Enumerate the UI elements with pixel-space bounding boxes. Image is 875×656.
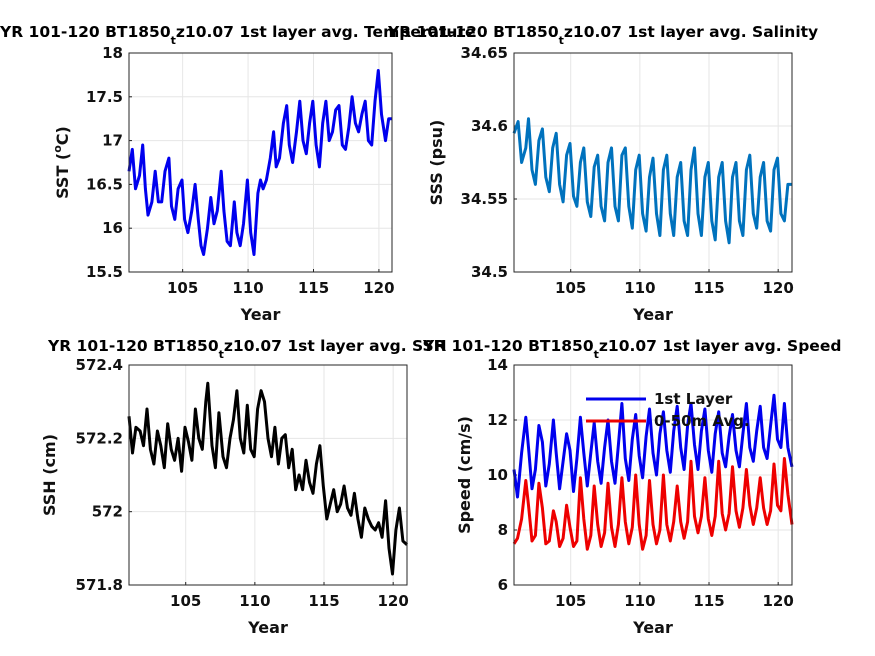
chart-panel-2: 105 110 115 120 34.5 34.55 34.6 34.65 Year SSS (p…: [387, 23, 818, 324]
x-tick-label: 105: [555, 592, 586, 610]
y-tick-label: 12: [487, 411, 508, 429]
series-line-1: [512, 393, 794, 499]
y-tick-label: 16: [102, 219, 123, 237]
y-tick-label: 572.2: [76, 429, 123, 447]
y-tick-label: 17.5: [86, 88, 123, 106]
y-tick-label: 34.65: [461, 44, 508, 62]
axes-box: [513, 52, 793, 273]
legend-label-2: 0-50m Avg.: [654, 412, 750, 430]
y-tick-label: 6: [498, 576, 508, 594]
y-tick-label: 34.5: [471, 263, 508, 281]
y-tick-label: 8: [498, 521, 508, 539]
y-tick-label: 572.4: [76, 356, 123, 374]
y-tick-label: 15.5: [86, 263, 123, 281]
series-line-1: [127, 69, 392, 256]
y-axis-label: SSH (cm): [40, 434, 59, 516]
plot-area: [129, 53, 392, 272]
x-tick-label: 110: [239, 592, 270, 610]
series-line-1: [127, 381, 409, 576]
y-tick-label: 16.5: [86, 175, 123, 193]
x-tick-label: 110: [232, 279, 263, 297]
axes-box: [128, 52, 393, 273]
y-tick-label: 17: [102, 132, 123, 150]
x-tick-label: 105: [555, 279, 586, 297]
x-tick-label: 115: [693, 592, 724, 610]
axes-box: [513, 364, 793, 586]
x-tick-label: 105: [170, 592, 201, 610]
y-tick-label: 14: [487, 356, 508, 374]
y-tick-label: 34.6: [471, 117, 508, 135]
chart-panel-4: 105 110 115 120 6 8 10 12 14 Year Speed (cm/s) YR 1…: [422, 337, 841, 637]
chart-title: YR 101-120 BT1850tz10.07 1st layer avg. …: [422, 337, 841, 361]
x-axis-label: Year: [632, 305, 673, 324]
series-line-1: [512, 117, 792, 245]
y-tick-label: 571.8: [76, 576, 123, 594]
x-tick-label: 115: [298, 279, 329, 297]
chart-panel-1: 105 110 115 120 15.5 16 16.5 17 17.5 18 Year SST (o…: [0, 23, 476, 324]
y-tick-label: 10: [487, 466, 508, 484]
y-axis-label: SST (oC): [51, 126, 72, 199]
chart-title: YR 101-120 BT1850tz10.07 1st layer avg. …: [0, 23, 476, 47]
x-tick-label: 105: [167, 279, 198, 297]
y-tick-label: 18: [102, 44, 123, 62]
axes-box: [128, 364, 408, 586]
x-axis-label: Year: [240, 305, 281, 324]
chart-panel-3: 105 110 115 120 571.8 572 572.2 572.4 Year SSH (c…: [40, 337, 447, 637]
plot-area: [129, 365, 407, 585]
y-tick-label: 572: [92, 503, 123, 521]
legend-label-1: 1st Layer: [654, 390, 733, 408]
x-tick-label: 110: [624, 279, 655, 297]
y-axis-label: SSS (psu): [427, 120, 446, 206]
y-axis-label: Speed (cm/s): [455, 416, 474, 534]
x-tick-label: 120: [763, 279, 794, 297]
legend: 1st Layer 0-50m Avg.: [586, 390, 750, 430]
x-tick-label: 120: [763, 592, 794, 610]
x-tick-label: 120: [378, 592, 409, 610]
x-axis-label: Year: [247, 618, 288, 637]
x-tick-label: 115: [308, 592, 339, 610]
series-line-2: [512, 457, 794, 551]
chart-title: YR 101-120 BT1850tz10.07 1st layer avg. …: [47, 337, 447, 361]
x-tick-label: 110: [624, 592, 655, 610]
x-tick-label: 120: [363, 279, 394, 297]
x-axis-label: Year: [632, 618, 673, 637]
y-tick-label: 34.55: [461, 190, 508, 208]
chart-title: YR 101-120 BT1850tz10.07 1st layer avg. …: [387, 23, 818, 47]
x-tick-label: 115: [693, 279, 724, 297]
